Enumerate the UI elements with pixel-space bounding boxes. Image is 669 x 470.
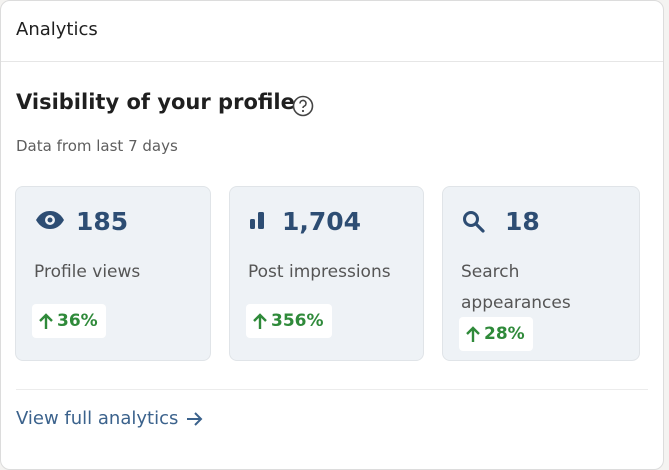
metric-value: 185 bbox=[76, 207, 129, 236]
metric-card[interactable]: 185 Profile views 36% bbox=[15, 186, 211, 361]
bar-icon bbox=[250, 212, 264, 229]
change-text: 36% bbox=[57, 311, 98, 331]
up-arrow bbox=[253, 313, 267, 329]
link-text[interactable]: View full analytics bbox=[16, 408, 179, 429]
header-title: Analytics bbox=[16, 19, 98, 40]
analytics-link[interactable]: View full analytics bbox=[16, 408, 204, 429]
arrow-right bbox=[187, 411, 203, 426]
change-text: 28% bbox=[484, 324, 525, 344]
search-icon bbox=[463, 211, 485, 233]
metric-change: 356% bbox=[246, 304, 332, 338]
metric-change: 28% bbox=[459, 317, 533, 351]
change-text: 356% bbox=[271, 311, 324, 331]
up-arrow bbox=[39, 313, 53, 329]
divider bbox=[16, 389, 648, 390]
section-subtitle: Data from last 7 days bbox=[16, 137, 178, 155]
metric-label: Profile views bbox=[34, 262, 141, 282]
help-icon[interactable] bbox=[292, 95, 314, 117]
metric-label: Search appearances bbox=[461, 262, 571, 313]
divider bbox=[1, 61, 663, 62]
metric-change: 36% bbox=[32, 304, 106, 338]
metric-card[interactable]: 18 Search appearances 28% bbox=[442, 186, 640, 361]
section-title: Visibility of your profile bbox=[16, 90, 295, 114]
up-arrow bbox=[466, 326, 480, 342]
metric-label: Post impressions bbox=[248, 262, 391, 282]
metric-value: 18 bbox=[505, 207, 540, 236]
metric-card[interactable]: 1,704 Post impressions 356% bbox=[229, 186, 424, 361]
metric-value: 1,704 bbox=[282, 207, 362, 236]
eye-icon bbox=[36, 211, 64, 229]
